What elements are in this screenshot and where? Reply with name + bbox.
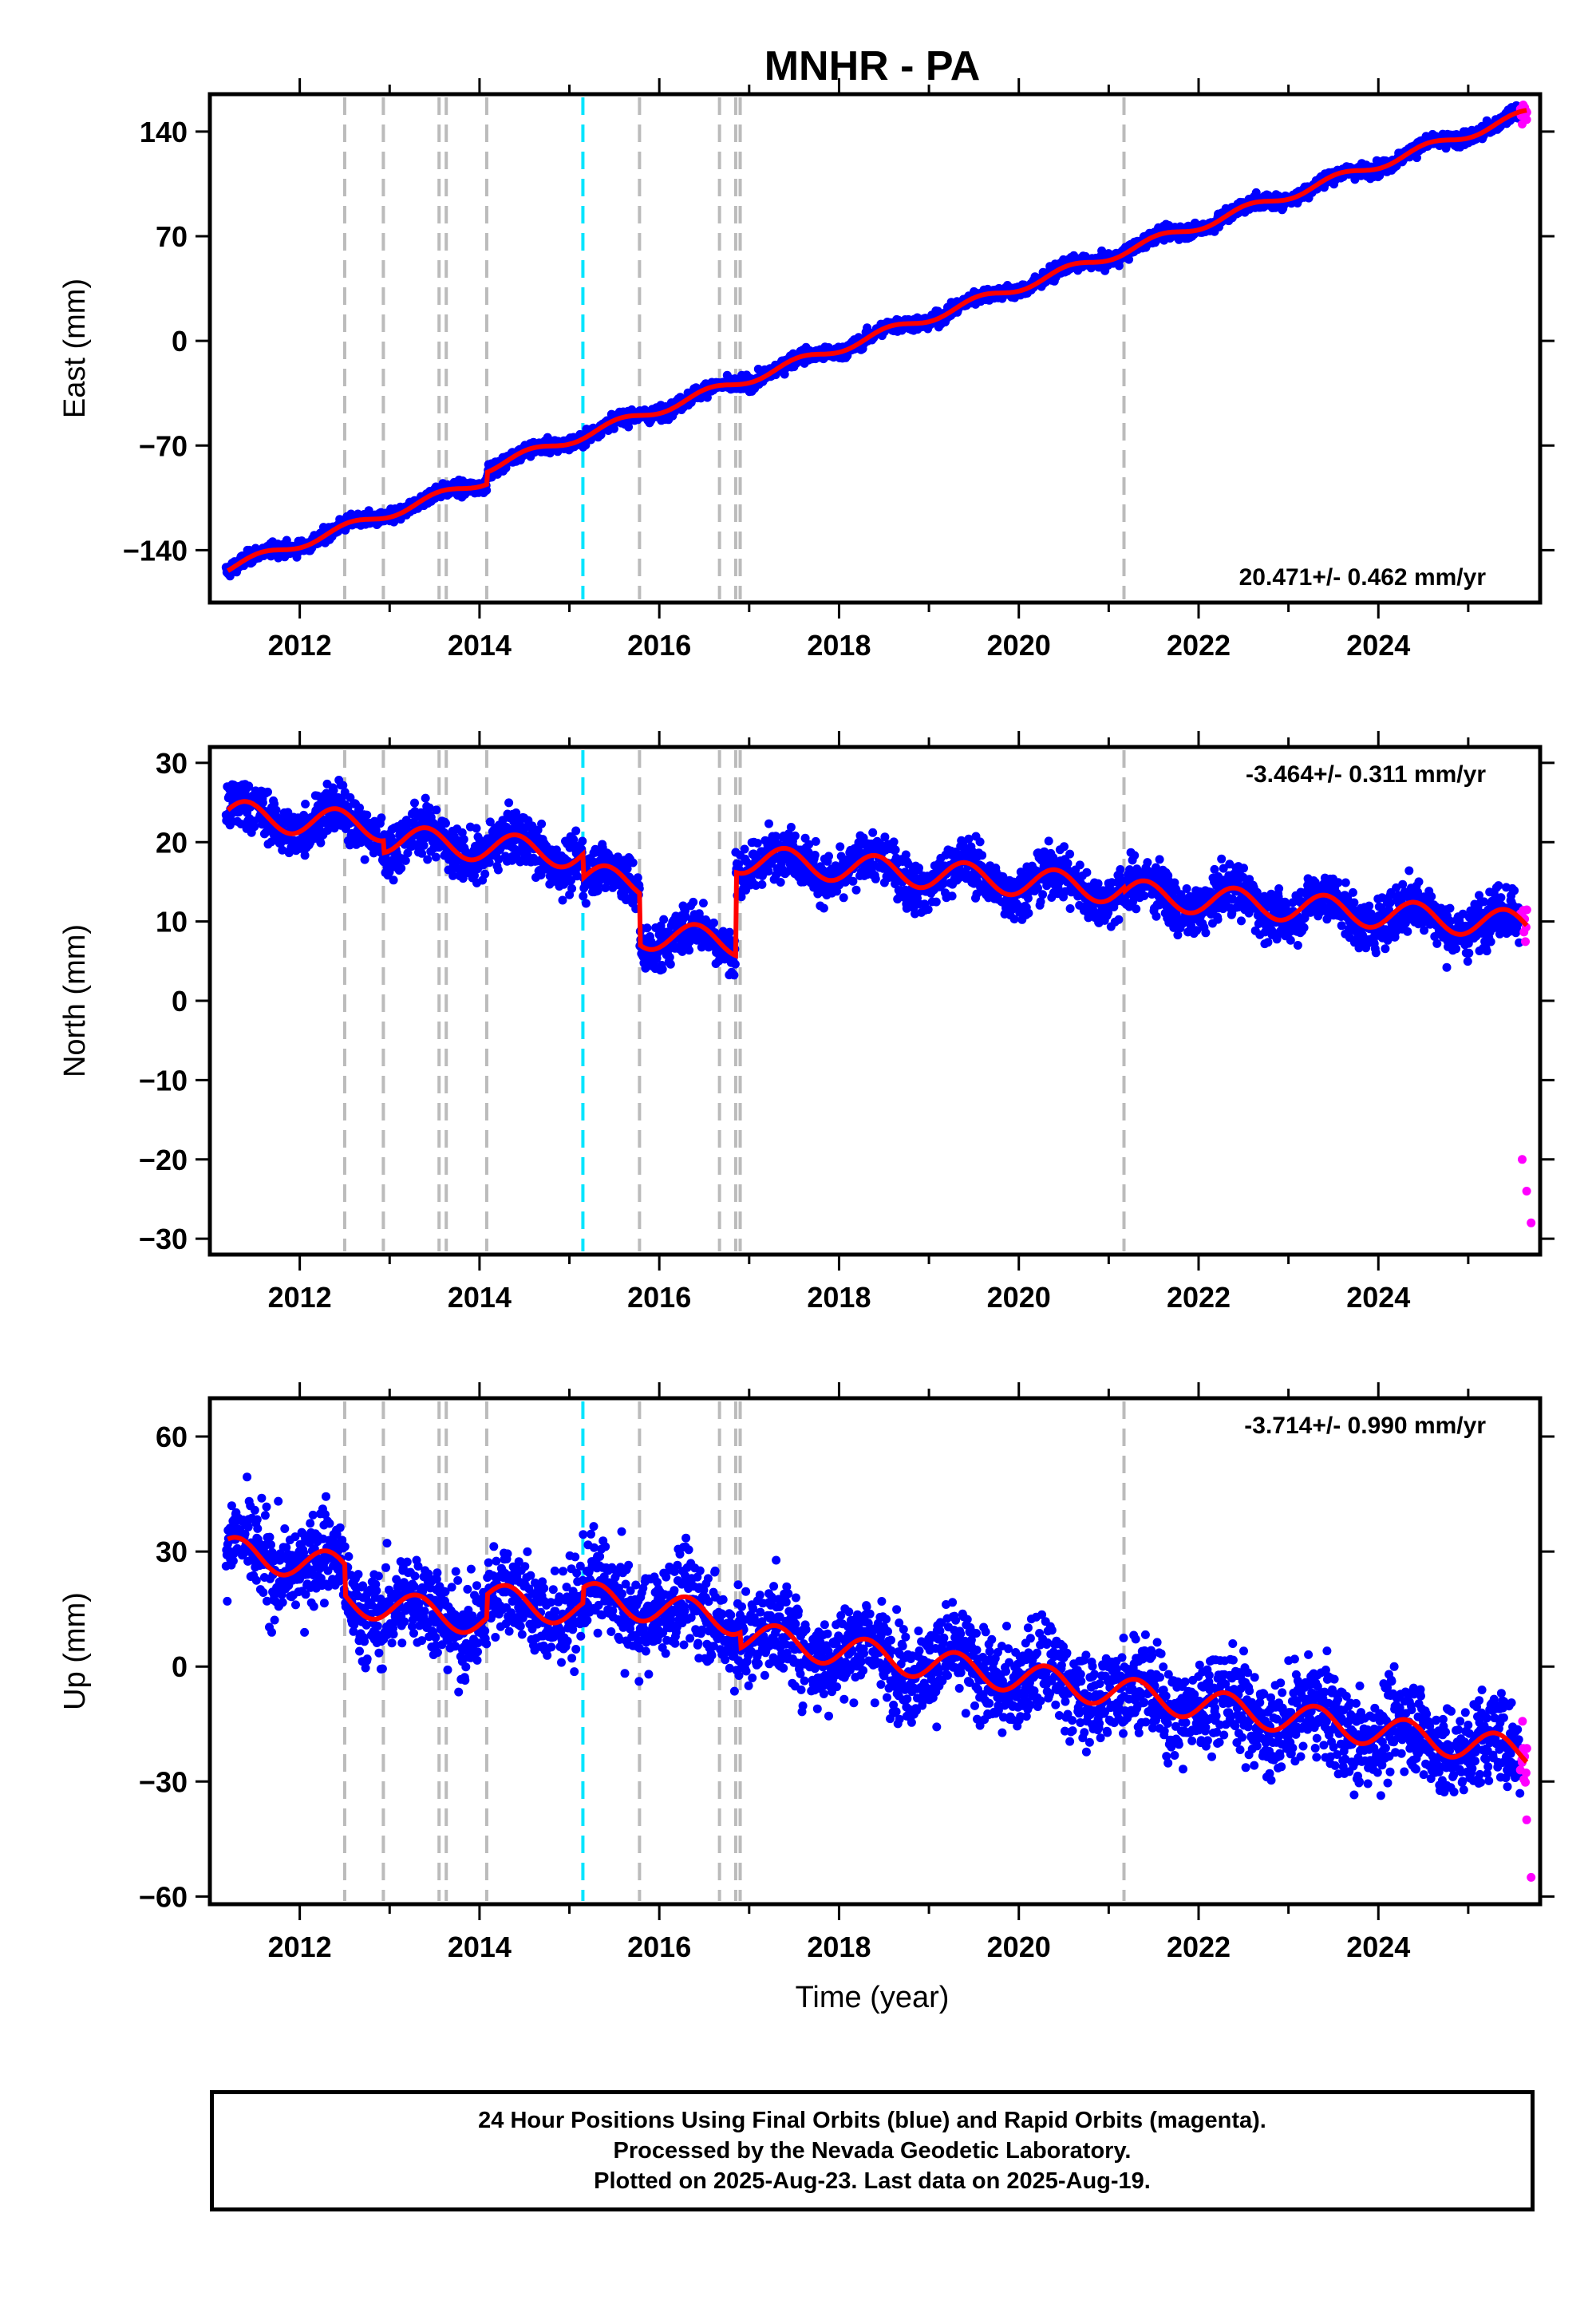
- final-orbit-point: [360, 855, 369, 864]
- y-tick-label: 140: [140, 116, 188, 148]
- panel-east: 140 70 0 −70 −140 2012 2014 2016 2018 2020 2022 202…: [58, 78, 1555, 662]
- y-tick-label: −140: [123, 534, 188, 567]
- final-orbit-point: [658, 965, 667, 974]
- figure-title: MNHR - PA: [764, 43, 981, 89]
- final-orbit-point: [493, 865, 503, 875]
- final-orbit-point: [362, 810, 372, 820]
- y-axis-label: East (mm): [58, 279, 92, 418]
- final-orbit-point: [431, 852, 440, 862]
- final-orbit-point: [633, 873, 642, 883]
- final-orbit-point: [421, 793, 430, 803]
- x-tick-label: 2014: [448, 629, 512, 662]
- final-orbit-point: [578, 836, 587, 846]
- x-tick-label: 2024: [1346, 629, 1410, 662]
- final-orbit-point: [729, 970, 739, 980]
- final-orbit-point: [504, 798, 514, 808]
- final-orbit-point: [484, 858, 494, 868]
- x-tick-label: 2020: [987, 629, 1051, 662]
- final-orbit-point: [790, 831, 800, 840]
- x-tick-label: 2012: [268, 629, 332, 662]
- final-orbit-point: [410, 798, 419, 808]
- x-tick-label: 2018: [807, 629, 871, 662]
- final-orbit-point: [482, 485, 492, 495]
- final-orbit-point: [889, 837, 899, 847]
- final-orbit-point: [764, 867, 773, 876]
- final-orbit-points: [221, 101, 1525, 581]
- final-orbit-point: [709, 918, 718, 927]
- final-orbit-point: [389, 875, 398, 885]
- final-orbit-point: [397, 864, 406, 873]
- y-tick-label: 70: [156, 220, 188, 253]
- final-orbit-point: [558, 895, 567, 905]
- final-orbit-point: [725, 927, 734, 937]
- final-orbit-point: [401, 856, 410, 865]
- final-orbit-point: [300, 851, 310, 860]
- final-orbit-point: [250, 822, 259, 832]
- final-orbit-point: [567, 883, 577, 893]
- final-orbit-point: [811, 836, 820, 846]
- y-tick-label: −70: [139, 429, 188, 462]
- panels-layer: 140 70 0 −70 −140 2012 2014 2016 2018 2020 2022 202…: [58, 78, 1555, 2014]
- final-orbit-point: [839, 893, 848, 903]
- final-orbit-point: [377, 813, 386, 823]
- final-orbit-point: [642, 923, 652, 933]
- final-orbit-point: [263, 787, 272, 796]
- final-orbit-point: [848, 876, 858, 886]
- final-orbit-point: [628, 858, 638, 868]
- x-tick-label: 2016: [627, 629, 691, 662]
- final-orbit-point: [776, 878, 785, 887]
- final-orbit-point: [537, 819, 547, 828]
- final-orbit-point: [666, 959, 675, 969]
- final-orbit-point: [329, 785, 338, 795]
- final-orbit-point: [225, 571, 235, 581]
- final-orbit-point: [836, 842, 845, 852]
- final-orbit-points: [221, 776, 1525, 980]
- rate-annotation: 20.471+/- 0.462 mm/yr: [1239, 564, 1487, 591]
- final-orbit-point: [698, 899, 708, 908]
- final-orbit-point: [571, 826, 581, 836]
- final-orbit-point: [423, 855, 433, 864]
- final-orbit-point: [258, 798, 267, 808]
- final-orbit-point: [819, 903, 828, 913]
- rapid-orbit-point: [1522, 115, 1531, 124]
- final-orbit-point: [757, 879, 767, 889]
- final-orbit-point: [316, 838, 326, 848]
- final-orbit-point: [824, 852, 833, 861]
- final-orbit-point: [480, 869, 490, 879]
- final-orbit-point: [432, 805, 441, 815]
- final-orbit-point: [891, 845, 900, 855]
- final-orbit-point: [472, 824, 481, 833]
- final-orbit-point: [441, 819, 450, 828]
- final-orbit-point: [581, 899, 591, 908]
- final-orbit-point: [753, 839, 762, 848]
- final-orbit-point: [659, 915, 669, 924]
- final-orbit-point: [871, 874, 880, 883]
- final-orbit-point: [868, 828, 878, 837]
- final-orbit-point: [459, 835, 468, 844]
- final-orbit-point: [301, 800, 310, 808]
- final-orbit-point: [730, 959, 740, 969]
- y-tick-label: 0: [172, 325, 188, 358]
- final-orbit-point: [764, 819, 773, 828]
- final-orbit-point: [851, 885, 861, 895]
- x-tick-label: 2022: [1167, 629, 1231, 662]
- final-orbit-point: [689, 897, 698, 907]
- final-orbit-point: [419, 840, 429, 850]
- final-orbit-point: [740, 844, 749, 854]
- final-orbit-point: [685, 946, 694, 955]
- final-orbit-point: [786, 823, 796, 832]
- final-orbit-point: [810, 851, 820, 860]
